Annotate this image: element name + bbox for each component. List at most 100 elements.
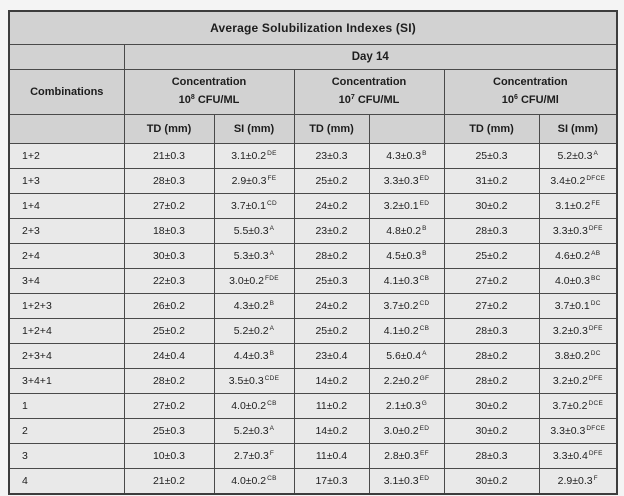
significance-superscript: DFE xyxy=(588,450,603,457)
cfu-unit: CFU/ML xyxy=(354,94,400,106)
td-value-cell: 11±0.4 xyxy=(293,443,370,469)
td-value-cell: 28±0.2 xyxy=(293,243,370,269)
table-row: 1+2 21±0.3 3.1±0.2DE 23±0.3 4.3±0.3B 25±0.3 5.… xyxy=(8,143,618,169)
td-value-cell: 30±0.3 xyxy=(123,243,215,269)
significance-superscript: DFCE xyxy=(586,425,606,432)
significance-superscript: ED xyxy=(419,475,430,482)
significance-superscript: B xyxy=(422,250,427,257)
si-value-cell: 4.1±0.2CB xyxy=(368,318,445,344)
concentration-value: 106 CFU/Ml xyxy=(447,92,615,110)
si-value-cell: 3.1±0.2FE xyxy=(538,193,618,219)
table-row: 2+3+4 24±0.4 4.4±0.3B 23±0.4 5.6±0.4A 28±0.2 3… xyxy=(8,343,618,369)
table-row: 2 25±0.3 5.2±0.3A 14±0.2 3.0±0.2ED 30±0.2 3.3±… xyxy=(8,418,618,444)
combination-cell: 2+3+4 xyxy=(8,343,125,369)
table-title: Average Solubilization Indexes (SI) xyxy=(8,10,618,45)
td-value-cell: 21±0.2 xyxy=(123,468,215,495)
td-value-cell: 28±0.3 xyxy=(443,318,540,344)
concentration-value: 107 CFU/ML xyxy=(297,92,442,110)
combination-cell: 1+2+3 xyxy=(8,293,125,319)
td-value-cell: 24±0.2 xyxy=(293,193,370,219)
title-row: Average Solubilization Indexes (SI) xyxy=(8,10,618,45)
si-value-cell: 4.8±0.2B xyxy=(368,218,445,244)
si-value-cell: 3.7±0.1DC xyxy=(538,293,618,319)
table-row: 1 27±0.2 4.0±0.2CB 11±0.2 2.1±0.3G 30±0.2 3.7±… xyxy=(8,393,618,419)
td-value-cell: 27±0.2 xyxy=(443,293,540,319)
td-value-cell: 28±0.3 xyxy=(443,218,540,244)
si-value-cell: 3.2±0.1ED xyxy=(368,193,445,219)
empty-cell xyxy=(8,44,125,70)
td-value-cell: 25±0.3 xyxy=(123,418,215,444)
table-row: 3+4 22±0.3 3.0±0.2FDE 25±0.3 4.1±0.3CB 27±0.2… xyxy=(8,268,618,294)
si-value-cell: 3.2±0.2DFE xyxy=(538,368,618,394)
td-value-cell: 21±0.3 xyxy=(123,143,215,169)
combination-cell: 1+2 xyxy=(8,143,125,169)
si-value-cell: 3.3±0.3DFE xyxy=(538,218,618,244)
table-body: 1+2 21±0.3 3.1±0.2DE 23±0.3 4.3±0.3B 25±0.3 5.… xyxy=(8,143,618,495)
si-value-cell: 4.6±0.2AB xyxy=(538,243,618,269)
day-header: Day 14 xyxy=(123,44,618,70)
si-value-cell: 3.3±0.3ED xyxy=(368,168,445,194)
td-value-cell: 30±0.2 xyxy=(443,468,540,495)
si-column-header-3: SI (mm) xyxy=(538,114,618,144)
concentration-group-1e6-header: Concentration 106 CFU/Ml xyxy=(443,69,618,115)
table-row: 3 10±0.3 2.7±0.3F 11±0.4 2.8±0.3EF 28±0.3 3.3±… xyxy=(8,443,618,469)
td-value-cell: 30±0.2 xyxy=(443,418,540,444)
td-value-cell: 26±0.2 xyxy=(123,293,215,319)
td-value-cell: 25±0.2 xyxy=(123,318,215,344)
concentration-row: Combinations Concentration 108 CFU/ML Co… xyxy=(8,69,618,115)
si-value-cell: 3.4±0.2DFCE xyxy=(538,168,618,194)
td-value-cell: 25±0.3 xyxy=(293,268,370,294)
td-value-cell: 28±0.2 xyxy=(443,368,540,394)
solubilization-table: Average Solubilization Indexes (SI) Day … xyxy=(8,10,619,495)
significance-superscript: CD xyxy=(266,200,277,207)
table-row: 4 21±0.2 4.0±0.2CB 17±0.3 3.1±0.3ED 30±0.2 2.9… xyxy=(8,468,618,495)
table-row: 2+4 30±0.3 5.3±0.3A 28±0.2 4.5±0.3B 25±0.2 4.6… xyxy=(8,243,618,269)
td-column-header-2: TD (mm) xyxy=(293,114,370,144)
si-value-cell: 5.6±0.4A xyxy=(368,343,445,369)
td-value-cell: 28±0.2 xyxy=(123,368,215,394)
td-value-cell: 24±0.4 xyxy=(123,343,215,369)
td-value-cell: 23±0.3 xyxy=(293,143,370,169)
significance-superscript: AB xyxy=(591,250,601,257)
significance-superscript: ED xyxy=(419,175,430,182)
significance-superscript: A xyxy=(269,250,275,257)
day-row: Day 14 xyxy=(8,44,618,70)
td-value-cell: 30±0.2 xyxy=(443,193,540,219)
td-value-cell: 14±0.2 xyxy=(293,368,370,394)
significance-superscript: DFCE xyxy=(586,175,606,182)
concentration-group-1e8-header: Concentration 108 CFU/ML xyxy=(123,69,295,115)
td-column-header-1: TD (mm) xyxy=(123,114,215,144)
table-header: Average Solubilization Indexes (SI) Day … xyxy=(8,10,618,144)
td-value-cell: 31±0.2 xyxy=(443,168,540,194)
si-value-cell: 3.1±0.3ED xyxy=(368,468,445,495)
cfu-unit: CFU/Ml xyxy=(517,94,559,106)
td-value-cell: 25±0.2 xyxy=(293,318,370,344)
si-value-cell: 3.2±0.3DFE xyxy=(538,318,618,344)
td-value-cell: 23±0.4 xyxy=(293,343,370,369)
si-value-cell: 5.3±0.3A xyxy=(213,243,295,269)
td-value-cell: 25±0.2 xyxy=(443,243,540,269)
concentration-group-1e7-header: Concentration 107 CFU/ML xyxy=(293,69,445,115)
table-row: 1+2+4 25±0.2 5.2±0.2A 25±0.2 4.1±0.2CB 28±0.3… xyxy=(8,318,618,344)
combination-cell: 2 xyxy=(8,418,125,444)
td-value-cell: 25±0.3 xyxy=(443,143,540,169)
si-value-cell: 4.0±0.2CB xyxy=(213,393,295,419)
si-value-cell: 3.3±0.3DFCE xyxy=(538,418,618,444)
table-row: 2+3 18±0.3 5.5±0.3A 23±0.2 4.8±0.2B 28±0.3 3.3… xyxy=(8,218,618,244)
si-value-cell: 2.9±0.3FE xyxy=(213,168,295,194)
concentration-label: Concentration xyxy=(493,76,568,89)
si-value-cell: 4.1±0.3CB xyxy=(368,268,445,294)
significance-superscript: CB xyxy=(419,275,430,282)
significance-superscript: DCE xyxy=(588,400,604,407)
si-value-cell: 3.3±0.4DFE xyxy=(538,443,618,469)
significance-superscript: CD xyxy=(419,300,430,307)
significance-superscript: ED xyxy=(419,200,430,207)
significance-superscript: A xyxy=(269,225,275,232)
si-value-cell: 5.2±0.2A xyxy=(213,318,295,344)
significance-superscript: DC xyxy=(590,350,601,357)
td-value-cell: 27±0.2 xyxy=(123,393,215,419)
si-value-cell: 2.1±0.3G xyxy=(368,393,445,419)
si-value-cell: 3.0±0.2ED xyxy=(368,418,445,444)
si-value-cell: 3.0±0.2FDE xyxy=(213,268,295,294)
concentration-label: Concentration xyxy=(171,76,247,89)
